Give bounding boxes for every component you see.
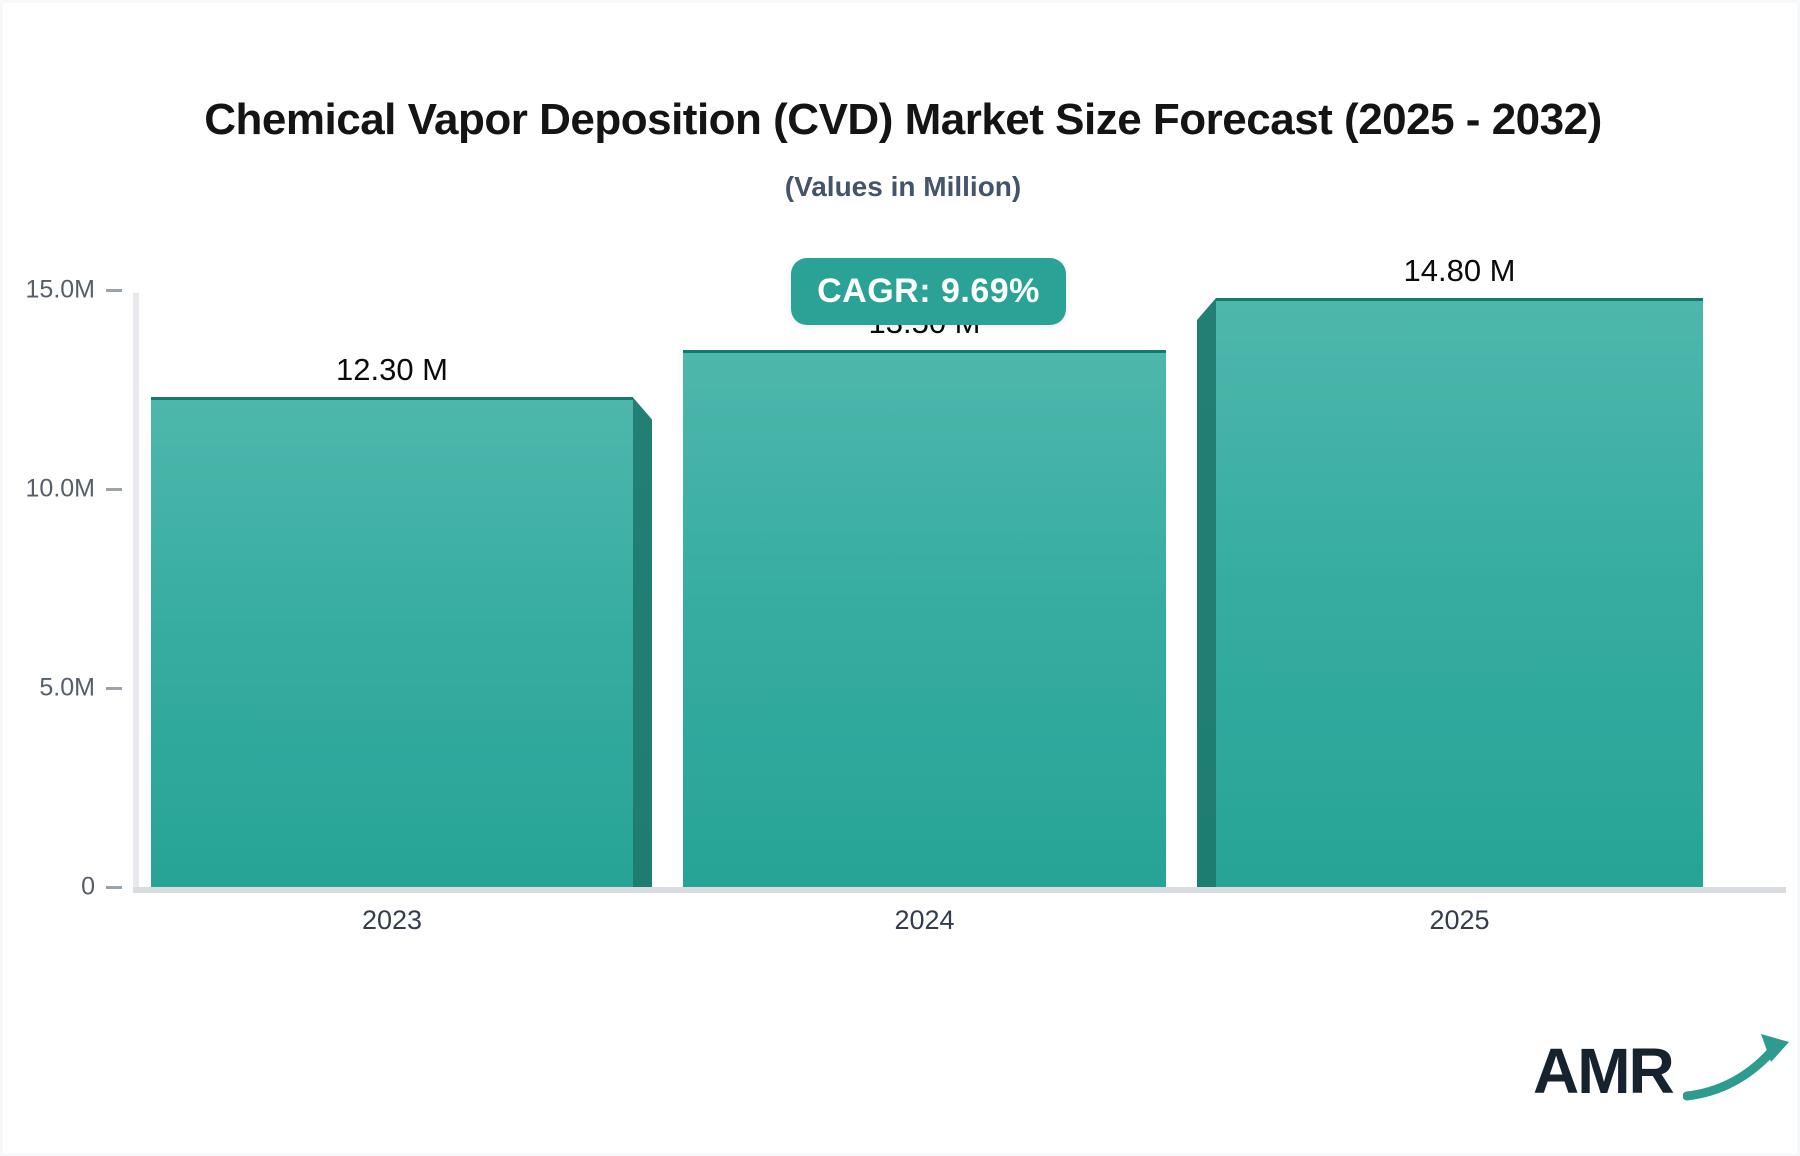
bar-2023[interactable] [151,397,633,887]
amr-logo: AMR [1533,1028,1789,1128]
bar-2025[interactable] [1216,297,1703,887]
y-axis-tick-label: 10.0M [25,474,95,503]
x-axis-line [133,887,1786,893]
y-axis-tick [106,488,122,491]
bar-value-label: 14.80 M [1403,252,1516,288]
chart-title: Chemical Vapor Deposition (CVD) Market S… [204,95,1602,144]
x-axis-label-2023: 2023 [361,905,423,935]
y-axis-tick [106,886,122,889]
x-axis-label-2024: 2024 [894,905,955,935]
x-axis-label-2025: 2025 [1429,905,1490,935]
y-axis-tick [106,687,122,690]
y-axis-tick-label: 15.0M [25,275,95,304]
cagr-badge-label: CAGR: 9.69% [817,272,1040,310]
chart-subtitle: (Values in Million) [784,171,1022,202]
growth-arrow-icon [1683,1034,1789,1101]
amr-logo-text: AMR [1533,1035,1675,1107]
y-axis-line [133,293,139,893]
bar-value-label: 12.30 M [335,352,448,388]
y-axis-tick [106,289,122,292]
y-axis-tick-label: 0 [81,872,95,901]
bar-2024[interactable] [683,349,1166,887]
bar-side-shadow [1197,297,1216,887]
cagr-badge: CAGR: 9.69% [791,258,1066,325]
bar-side-shadow [633,397,652,887]
y-axis-tick-label: 5.0M [39,673,95,702]
